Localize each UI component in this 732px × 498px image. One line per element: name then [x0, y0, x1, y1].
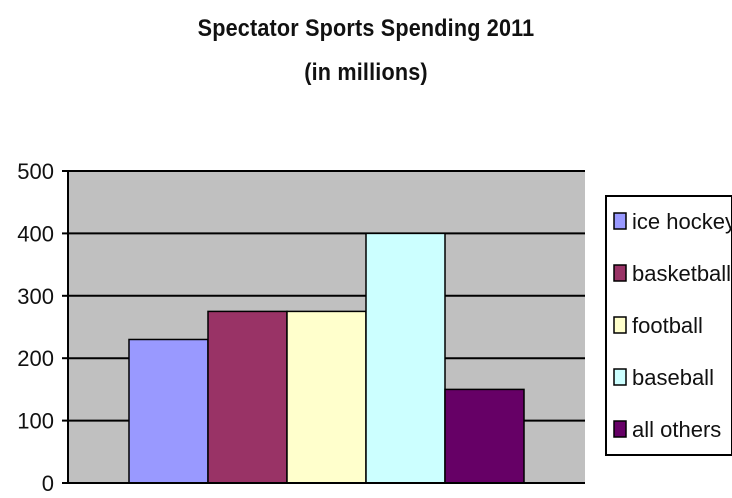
- y-tick-label: 0: [42, 471, 54, 496]
- chart-subtitle: (in millions): [304, 59, 428, 86]
- legend-swatch: [613, 212, 627, 230]
- axes: 0 100 200 300 400 500: [17, 159, 585, 496]
- bar-all-others: [444, 388, 525, 484]
- legend-box: [605, 195, 732, 456]
- bar-ice-hockey: [128, 338, 209, 484]
- legend-swatch: [613, 316, 627, 334]
- bar-football: [286, 310, 367, 484]
- legend-label: basketball: [632, 261, 731, 286]
- legend-swatch: [613, 264, 627, 282]
- y-tick-label: 500: [17, 159, 54, 184]
- legend-label: ice hockey: [632, 209, 732, 234]
- bar-basketball: [207, 310, 288, 484]
- legend-swatch: [613, 420, 627, 438]
- y-tick-label: 100: [17, 409, 54, 434]
- y-tick-label: 200: [17, 346, 54, 371]
- legend-swatch: [613, 368, 627, 386]
- bars: [128, 232, 525, 484]
- chart-title: Spectator Sports Spending 2011: [197, 15, 535, 42]
- y-tick-label: 400: [17, 221, 54, 246]
- y-tick-label: 300: [17, 284, 54, 309]
- legend-label: football: [632, 313, 703, 338]
- legend: ice hockey basketball football baseball all …: [605, 195, 732, 456]
- legend-label: all others: [632, 417, 721, 442]
- legend-label: baseball: [632, 365, 714, 390]
- bar-baseball: [365, 232, 446, 484]
